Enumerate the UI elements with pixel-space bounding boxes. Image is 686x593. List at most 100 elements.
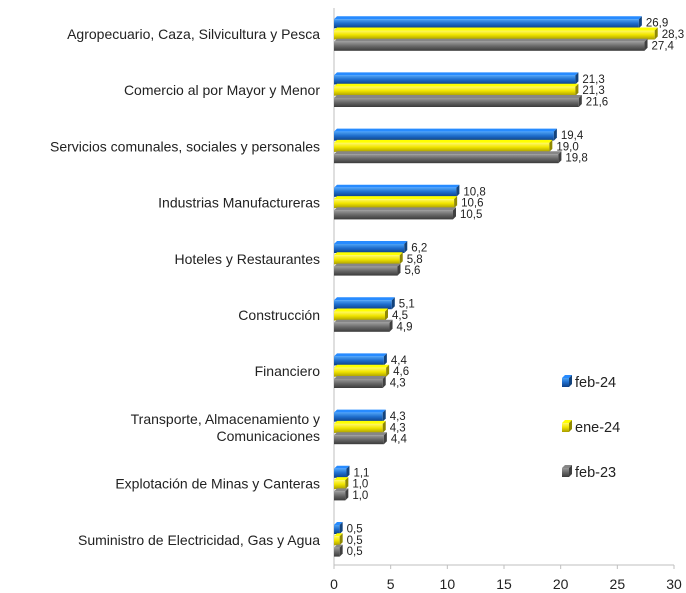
data-label: 10,6	[461, 198, 483, 210]
legend-swatch-ene-24-front-face	[562, 423, 569, 432]
data-label: 0,5	[347, 524, 363, 536]
data-label: 4,4	[391, 355, 408, 367]
bar-feb-24-7-top-face	[334, 409, 386, 413]
legend-swatch-feb-23	[562, 465, 572, 477]
bar-feb-24-7-front-face	[334, 412, 383, 422]
bar-feb-23-3-end-face	[453, 207, 456, 220]
category-label: Comercio al por Mayor y Menor	[124, 82, 320, 98]
legend-swatch-feb-24-front-face	[562, 378, 569, 387]
bar-ene-24-9-front-face	[334, 536, 340, 546]
bar-feb-24-4-end-face	[404, 241, 408, 253]
bar-feb-24-6-top-face	[334, 353, 387, 357]
data-label: 5,8	[407, 254, 423, 266]
data-label: 4,5	[392, 310, 408, 322]
bar-ene-24-9-end-face	[339, 533, 343, 546]
bar-ene-24-4	[334, 252, 403, 265]
bar-ene-24-1-top-face	[334, 83, 579, 87]
data-label: 27,4	[652, 40, 675, 52]
bar-ene-24-7-top-face	[334, 420, 386, 424]
bar-ene-24-0-end-face	[654, 27, 658, 40]
bar-feb-24-2-end-face	[553, 128, 557, 141]
bar-ene-24-9	[334, 533, 343, 546]
data-label: 4,4	[391, 434, 408, 446]
bar-ene-24-1-front-face	[334, 86, 576, 96]
bar-feb-23-0-front-face	[334, 41, 645, 51]
category-label: Suministro de Electricidad, Gas y Agua	[78, 532, 320, 548]
x-tick-label: 5	[387, 576, 395, 592]
bar-feb-24-8-end-face	[346, 465, 350, 478]
bar-ene-24-5	[334, 308, 388, 321]
legend-label: feb-24	[575, 375, 616, 391]
bar-feb-24-8-front-face	[334, 468, 347, 478]
legend-swatch-feb-23-end-face	[569, 465, 572, 477]
bar-feb-24-7	[334, 409, 386, 422]
bar-feb-24-5	[334, 297, 395, 310]
bar-ene-24-9-top-face	[334, 533, 343, 537]
bar-ene-24-4-top-face	[334, 252, 403, 256]
legend-swatch-feb-24-end-face	[569, 375, 572, 387]
bar-feb-23-6-end-face	[382, 376, 386, 388]
bar-feb-24-3-top-face	[334, 184, 460, 188]
bar-feb-24-5-end-face	[391, 297, 395, 310]
category-label: Explotación de Minas y Canteras	[115, 476, 320, 492]
legend-swatch-ene-24-end-face	[569, 420, 572, 432]
bar-feb-23-0-end-face	[644, 38, 648, 51]
data-label: 26,9	[646, 18, 668, 30]
bar-feb-23-9-top-face	[334, 544, 343, 548]
bar-feb-23-8-front-face	[334, 491, 346, 501]
x-tick-label: 30	[666, 576, 682, 592]
bar-feb-23-7-front-face	[334, 435, 384, 445]
category-label: Transporte, Almacenamiento y	[131, 411, 320, 427]
data-label: 1,0	[352, 479, 368, 491]
legend-swatch-ene-24-top-face	[562, 420, 572, 423]
bar-feb-23-8	[334, 488, 349, 501]
data-label: 19,0	[556, 141, 578, 153]
bar-feb-23-4-front-face	[334, 266, 398, 276]
data-label: 19,8	[565, 153, 587, 165]
bar-feb-23-0-top-face	[334, 38, 648, 42]
data-label: 0,5	[347, 535, 363, 547]
bar-feb-24-3-front-face	[334, 187, 457, 197]
data-label: 21,3	[582, 74, 604, 86]
bar-feb-23-5-end-face	[389, 319, 393, 332]
legend-swatch-feb-24-top-face	[562, 375, 572, 378]
data-label: 1,0	[352, 490, 368, 502]
bar-feb-24-2	[334, 128, 557, 141]
bar-ene-24-0-front-face	[334, 30, 655, 40]
x-tick-label: 10	[440, 576, 456, 592]
bar-feb-24-0	[334, 16, 642, 29]
legend-swatch-feb-23-front-face	[562, 468, 569, 477]
bar-ene-24-5-end-face	[385, 308, 388, 321]
data-label: 0,5	[347, 546, 363, 558]
bar-ene-24-2-end-face	[549, 139, 553, 152]
data-label: 4,9	[397, 321, 413, 333]
bar-ene-24-4-front-face	[334, 255, 400, 265]
bar-ene-24-3-top-face	[334, 196, 458, 200]
bar-feb-23-1-end-face	[578, 95, 582, 107]
bar-feb-23-4	[334, 263, 401, 276]
bar-feb-24-5-top-face	[334, 297, 395, 301]
data-label: 5,1	[399, 299, 415, 311]
bar-ene-24-7	[334, 420, 386, 433]
data-label: 10,5	[460, 209, 482, 221]
bar-ene-24-0-top-face	[334, 27, 658, 31]
category-label: Agropecuario, Caza, Silvicultura y Pesca	[67, 26, 320, 42]
bar-feb-23-1-front-face	[334, 98, 579, 107]
bar-feb-24-6-front-face	[334, 356, 384, 366]
bar-feb-23-7-top-face	[334, 432, 387, 436]
bar-feb-23-6-front-face	[334, 379, 383, 388]
legend-swatch-ene-24	[562, 420, 572, 432]
bar-feb-23-2-front-face	[334, 154, 559, 164]
bar-feb-24-4-top-face	[334, 241, 408, 244]
bar-ene-24-8	[334, 477, 349, 490]
category-label: Comunicaciones	[217, 428, 321, 444]
bar-ene-24-8-end-face	[345, 477, 349, 490]
bar-feb-24-1-top-face	[334, 72, 579, 76]
bar-ene-24-6-top-face	[334, 364, 390, 368]
bar-ene-24-8-front-face	[334, 480, 346, 490]
bar-ene-24-1	[334, 83, 579, 96]
bar-feb-23-3-top-face	[334, 207, 456, 211]
bar-feb-24-3	[334, 184, 460, 197]
